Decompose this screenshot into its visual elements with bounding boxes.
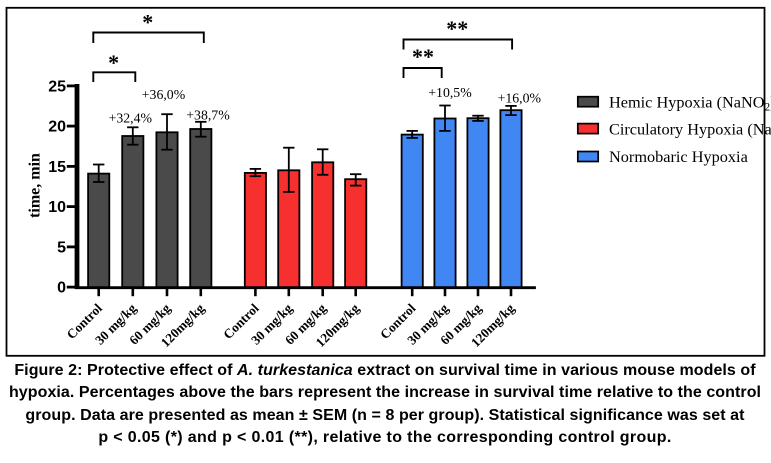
svg-text:**: ** [446, 16, 468, 41]
svg-text:*: * [142, 10, 153, 35]
svg-text:25: 25 [48, 79, 66, 96]
svg-text:5: 5 [57, 240, 66, 257]
svg-text:**: ** [412, 44, 434, 69]
svg-text:+32,4%: +32,4% [109, 111, 153, 126]
svg-text:Circulatory Hypoxia (NaNO2): Circulatory Hypoxia (NaNO2) [609, 119, 771, 140]
svg-text:Normobaric Hypoxia: Normobaric Hypoxia [609, 147, 748, 166]
svg-text:time, min: time, min [27, 153, 44, 218]
svg-text:15: 15 [48, 159, 66, 176]
svg-text:Hemic Hypoxia (NaNO2): Hemic Hypoxia (NaNO2) [609, 92, 771, 113]
svg-text:+36,0%: +36,0% [142, 87, 186, 102]
svg-text:10: 10 [48, 199, 66, 216]
svg-text:*: * [108, 50, 119, 75]
svg-text:20: 20 [48, 119, 66, 136]
svg-text:+38,7%: +38,7% [186, 107, 230, 122]
svg-text:+16,0%: +16,0% [498, 91, 542, 106]
svg-text:+10,5%: +10,5% [428, 85, 472, 100]
svg-text:0: 0 [57, 280, 66, 297]
